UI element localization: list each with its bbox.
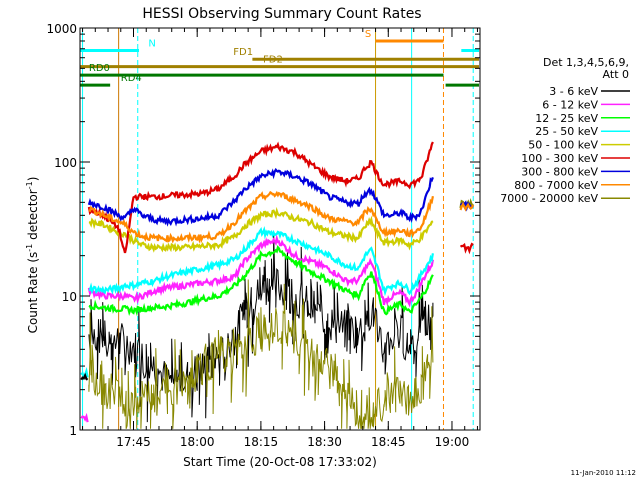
legend-label: 12 - 25 keV xyxy=(535,112,598,125)
plot-data-layer xyxy=(80,28,475,430)
series-segment xyxy=(80,412,89,423)
series-line xyxy=(88,206,434,253)
plot-axes: 1 10 100 1000 17:45 18:00 18:15 18:30 18:45 19:00 xyxy=(46,22,481,449)
legend-label: 800 - 7000 keV xyxy=(514,179,598,192)
series-line xyxy=(88,279,434,429)
y-label-part: Count Rate (s xyxy=(26,252,40,334)
chart-title: HESSI Observing Summary Count Rates xyxy=(142,6,421,22)
legend-label: 6 - 12 keV xyxy=(542,98,598,111)
instrument-flags: N S FD1 FD2 RD0 RD4 xyxy=(80,29,479,87)
plot-frame xyxy=(79,27,481,431)
series-line xyxy=(88,190,434,244)
series-segment xyxy=(80,372,89,381)
flag-label: RD0 xyxy=(89,63,110,74)
flag-label: FD1 xyxy=(233,47,253,58)
x-tick-label: 17:45 xyxy=(116,435,151,449)
y-tick-label: 1000 xyxy=(46,22,77,36)
legend-header: Det 1,3,4,5,6,9, xyxy=(543,56,629,69)
flag-label: RD4 xyxy=(121,73,142,84)
flag-label: N xyxy=(148,38,155,49)
series-line xyxy=(87,141,434,254)
series-segment xyxy=(459,201,475,212)
legend-header: Att 0 xyxy=(603,68,629,81)
legend-label: 50 - 100 keV xyxy=(528,139,598,152)
y-tick-label: 1 xyxy=(69,424,77,438)
legend-label: 3 - 6 keV xyxy=(549,85,598,98)
y-label-part: ) xyxy=(26,177,40,182)
x-tick-label: 18:15 xyxy=(244,435,279,449)
x-axis-label: Start Time (20-Oct-08 17:33:02) xyxy=(183,455,377,469)
series-segment xyxy=(459,242,474,255)
flag-label: FD2 xyxy=(263,55,283,66)
y-tick-label: 10 xyxy=(62,290,77,304)
legend-label: 300 - 800 keV xyxy=(521,165,598,178)
legend-label: 7000 - 20000 keV xyxy=(500,192,598,205)
x-tick-label: 18:45 xyxy=(371,435,406,449)
legend-label: 100 - 300 keV xyxy=(521,152,598,165)
y-axis-label: Count Rate (s-1 detector-1) xyxy=(25,177,40,334)
series-line xyxy=(88,232,434,423)
x-tick-label: 18:00 xyxy=(180,435,215,449)
y-tick-label: 100 xyxy=(54,156,77,170)
legend-label: 25 - 50 keV xyxy=(535,125,598,138)
footer-timestamp: 11-Jan-2010 11:12 xyxy=(571,469,636,477)
flag-label: S xyxy=(365,29,371,40)
series-line xyxy=(87,167,434,227)
series-line xyxy=(88,226,434,297)
series-line xyxy=(88,245,434,317)
x-tick-label: 19:00 xyxy=(435,435,470,449)
y-label-superscript: -1 xyxy=(25,244,34,252)
series-line xyxy=(87,234,434,308)
y-label-superscript: -1 xyxy=(25,181,34,189)
x-tick-label: 18:30 xyxy=(307,435,342,449)
y-label-part: detector xyxy=(26,189,40,244)
